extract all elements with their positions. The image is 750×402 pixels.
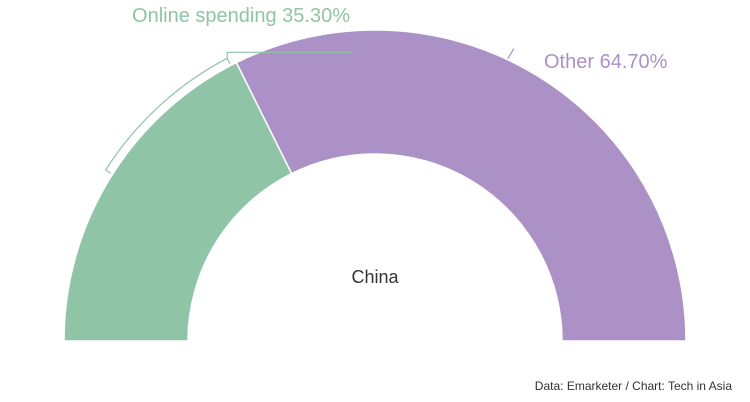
center-label: China	[351, 267, 399, 287]
leader-lines-group	[104, 48, 515, 174]
leader-line-other	[507, 48, 515, 60]
slices-group	[63, 29, 687, 342]
slice-online-spending	[63, 61, 293, 342]
slice-other	[235, 29, 687, 342]
slice-label-online-spending: Online spending 35.30%	[132, 5, 350, 27]
leader-line-online-spending	[104, 51, 352, 174]
source-credit: Data: Emarketer / Chart: Tech in Asia	[534, 379, 732, 393]
slice-label-other: Other 64.70%	[544, 51, 668, 73]
slice-labels-group: Online spending 35.30% Other 64.70%	[132, 5, 668, 73]
